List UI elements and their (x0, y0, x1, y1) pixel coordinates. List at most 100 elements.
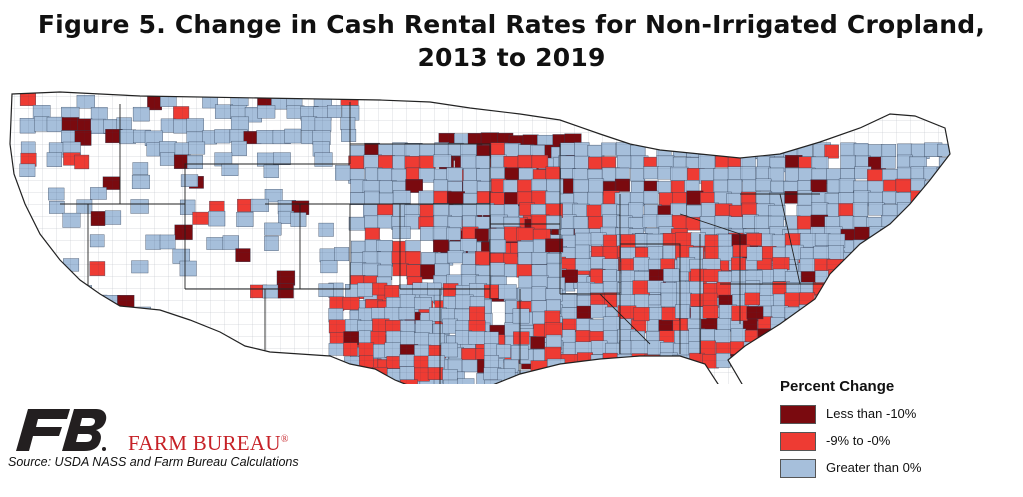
county (952, 229, 969, 243)
county (728, 143, 744, 156)
county (798, 318, 814, 333)
county (46, 309, 63, 322)
county (868, 264, 887, 280)
county (937, 179, 950, 193)
county (895, 250, 912, 264)
county (644, 354, 660, 369)
county (771, 341, 788, 355)
county (75, 285, 93, 301)
county (896, 264, 914, 280)
legend: Percent Change Less than -10% -9% to -0%… (780, 378, 980, 486)
county (784, 318, 801, 332)
county (951, 180, 966, 193)
county (827, 292, 844, 307)
county (936, 167, 950, 181)
county (951, 203, 968, 215)
legend-swatch-red (780, 432, 816, 451)
county (771, 354, 790, 370)
county (838, 264, 856, 278)
county (937, 262, 950, 277)
county (330, 379, 348, 384)
county (910, 277, 928, 292)
county (937, 190, 950, 205)
county (772, 328, 791, 344)
county (908, 241, 924, 256)
county (345, 366, 361, 382)
county (908, 215, 926, 230)
county (826, 331, 845, 346)
legend-label: -9% to -0% (826, 433, 891, 448)
county (827, 307, 844, 321)
county (894, 226, 910, 241)
county (343, 380, 361, 384)
county (880, 229, 899, 243)
county (881, 276, 897, 292)
county (952, 143, 967, 157)
county (923, 192, 939, 207)
county (909, 264, 925, 279)
county (924, 252, 942, 267)
source-note: Source: USDA NASS and Farm Bureau Calcul… (8, 455, 299, 469)
legend-item-greater-than-0: Greater than 0% (780, 459, 980, 481)
county (952, 216, 967, 229)
county (744, 355, 760, 370)
figure-title: Figure 5. Change in Cash Rental Rates fo… (0, 8, 1023, 74)
county (854, 251, 870, 266)
county (869, 238, 886, 252)
county (923, 204, 942, 219)
county (785, 330, 802, 346)
county (74, 307, 91, 321)
county (923, 265, 939, 280)
county (953, 251, 971, 263)
farm-bureau-logo-icon (16, 409, 107, 451)
county (758, 341, 776, 356)
county (373, 378, 389, 384)
county (799, 343, 817, 358)
title-line-1: Figure 5. Change in Cash Rental Rates fo… (37, 10, 986, 39)
county (714, 142, 731, 157)
state-boundaries (60, 102, 830, 384)
county (348, 372, 367, 384)
county (75, 296, 91, 310)
county (118, 308, 136, 324)
county (953, 192, 967, 207)
county (828, 353, 847, 367)
county (882, 238, 898, 253)
county (828, 280, 844, 296)
brand-registered-mark: ® (280, 434, 289, 445)
county (814, 331, 830, 347)
legend-label: Greater than 0% (826, 460, 922, 475)
county (924, 274, 940, 288)
county (909, 253, 926, 268)
county (759, 353, 775, 367)
county (814, 341, 831, 357)
legend-swatch-dark-red (780, 405, 816, 424)
county (545, 371, 561, 384)
county (532, 370, 551, 384)
county (511, 380, 528, 384)
legend-item-less-than-minus-10: Less than -10% (780, 405, 980, 427)
county (922, 228, 940, 242)
county (866, 251, 884, 265)
county (800, 330, 817, 344)
county (814, 305, 831, 319)
county-boundaries (10, 92, 950, 384)
county (922, 215, 940, 229)
county (815, 294, 832, 309)
county (925, 239, 941, 255)
county (813, 316, 828, 330)
county (938, 229, 950, 243)
county (786, 352, 804, 367)
county (882, 252, 899, 266)
legend-label: Less than -10% (826, 406, 917, 421)
county (356, 378, 373, 384)
title-line-2: 2013 to 2019 (417, 43, 606, 72)
county (895, 240, 914, 253)
county (951, 167, 968, 180)
county (826, 318, 843, 335)
county (329, 367, 345, 383)
county (882, 263, 900, 276)
brand-name-text: FARM BUREAU (128, 431, 281, 455)
county (853, 264, 869, 277)
county (866, 277, 884, 293)
